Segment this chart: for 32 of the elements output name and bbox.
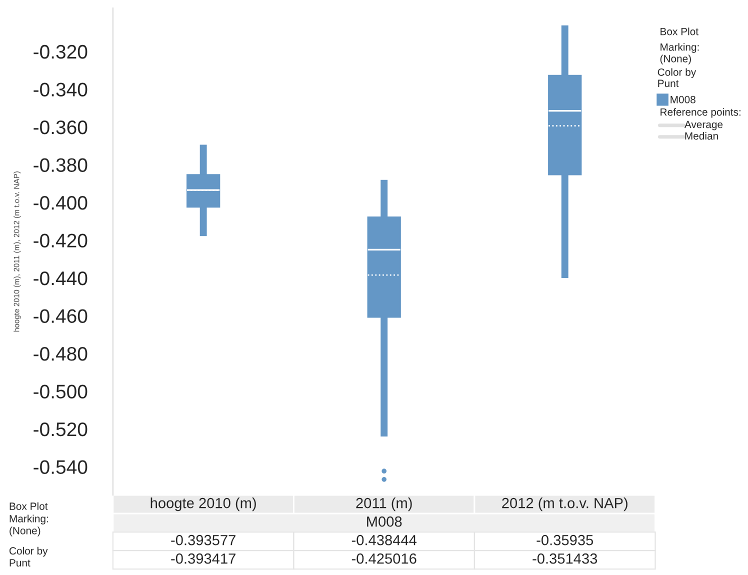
y-tick-label: -0.500 bbox=[34, 384, 88, 398]
y-tick-label: -0.360 bbox=[34, 120, 88, 134]
text: -0.393577 bbox=[171, 534, 236, 546]
text: -0.351433 bbox=[532, 553, 598, 564]
text: Marking: (None) bbox=[660, 43, 699, 64]
text: Box Plot bbox=[660, 28, 698, 36]
text: Box Plot bbox=[10, 502, 48, 510]
y-tick-label: -0.380 bbox=[34, 158, 88, 172]
y-tick-label: -0.400 bbox=[34, 196, 88, 210]
text: -0.393417 bbox=[171, 553, 236, 564]
text: M008 bbox=[367, 516, 402, 527]
text: Average bbox=[684, 120, 723, 130]
legend-label: M008 bbox=[670, 96, 696, 104]
y-tick-label: -0.520 bbox=[34, 422, 88, 436]
x-tick-label: 2012 (m t.o.v. NAP) bbox=[502, 498, 628, 512]
y-tick-label: -0.420 bbox=[34, 234, 88, 248]
text: -0.438444 bbox=[352, 534, 417, 546]
legend-title: Color by Punt bbox=[658, 68, 696, 88]
text: -0.35935 bbox=[536, 534, 594, 546]
y-tick-label: -0.340 bbox=[34, 82, 88, 96]
text: Reference points: bbox=[660, 108, 740, 118]
text: Marking: (None) bbox=[10, 514, 48, 536]
text: Median bbox=[685, 132, 718, 140]
y-tick-label: -0.460 bbox=[34, 309, 88, 323]
y-tick-label: -0.480 bbox=[34, 346, 88, 361]
y-tick-label: -0.320 bbox=[34, 44, 88, 59]
x-tick-label: hoogte 2010 (m) bbox=[150, 498, 256, 512]
x-tick-label: 2011 (m) bbox=[356, 498, 412, 512]
text: Color by Punt bbox=[10, 546, 48, 567]
y-tick-label: -0.440 bbox=[34, 271, 88, 286]
y-tick-label: -0.540 bbox=[34, 460, 88, 474]
text: -0.425016 bbox=[352, 553, 416, 564]
